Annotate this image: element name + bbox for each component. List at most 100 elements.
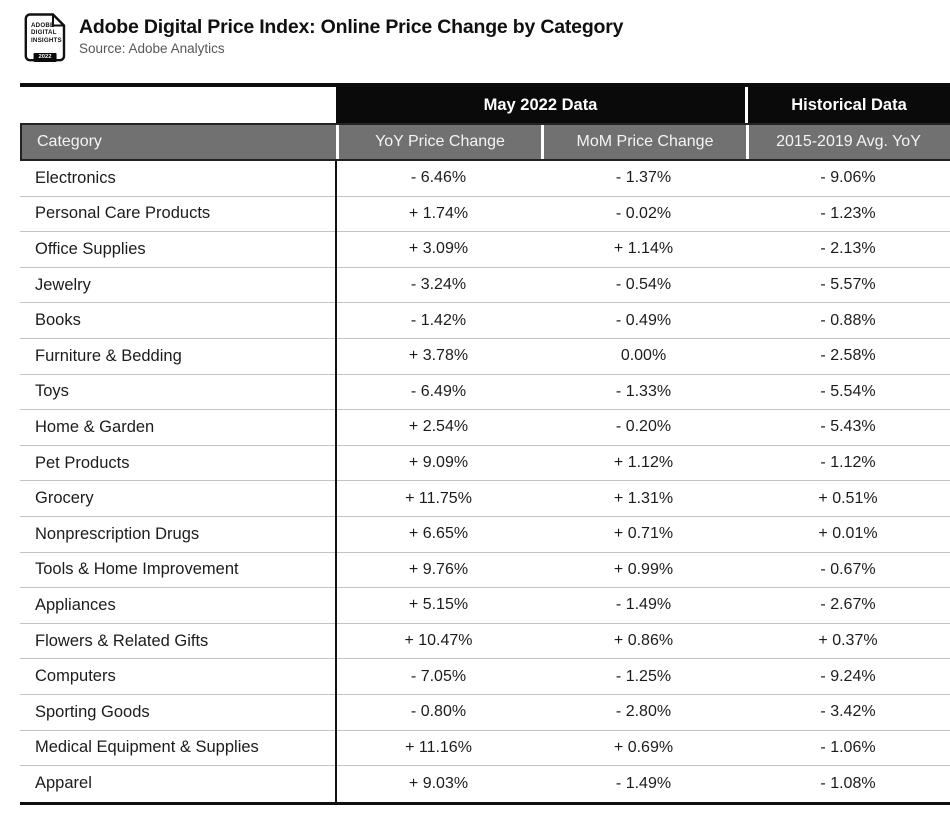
table-row: Toys - 6.49% - 1.33% - 5.54%	[20, 374, 950, 411]
yoy-cell: - 7.05%	[410, 667, 467, 685]
category-cell: Sporting Goods	[35, 702, 150, 721]
hist-cell: - 2.13%	[820, 240, 876, 258]
category-cell: Electronics	[35, 168, 116, 187]
hist-cell: - 3.42%	[820, 703, 876, 721]
table-row: Appliances + 5.15% - 1.49% - 2.67%	[20, 588, 950, 624]
mom-cell: - 0.49%	[615, 311, 672, 329]
table-row: Apparel + 9.03% - 1.49% - 1.08%	[20, 766, 950, 802]
table-row: Furniture & Bedding + 3.78% 0.00% - 2.58%	[20, 338, 950, 375]
table-row: Home & Garden + 2.54% - 0.20% - 5.43%	[20, 410, 950, 446]
hist-cell: - 1.23%	[820, 204, 876, 222]
category-cell: Grocery	[35, 489, 94, 508]
price-change-table: May 2022 Data Historical Data Category Y…	[20, 83, 950, 805]
hist-cell: - 1.12%	[820, 454, 876, 472]
yoy-cell: + 5.15%	[408, 596, 469, 614]
yoy-cell: + 3.09%	[408, 240, 469, 258]
category-cell: Appliances	[35, 595, 116, 614]
group-header-spacer	[20, 87, 336, 123]
report-header: ADOBE DIGITAL INSIGHTS 2022 Adobe Digita…	[24, 13, 623, 62]
table-row: Office Supplies + 3.09% + 1.14% - 2.13%	[20, 232, 950, 268]
column-header-row: Category YoY Price Change MoM Price Chan…	[20, 123, 950, 161]
mom-cell: - 0.02%	[615, 204, 672, 222]
hist-cell: - 0.88%	[820, 311, 876, 329]
mom-cell: + 1.31%	[613, 489, 674, 507]
hist-cell: - 1.08%	[820, 774, 876, 792]
hist-cell: - 9.06%	[820, 169, 876, 187]
mom-cell: - 2.80%	[615, 703, 672, 721]
page-title: Adobe Digital Price Index: Online Price …	[79, 16, 624, 38]
category-cell: Pet Products	[35, 453, 130, 472]
yoy-cell: - 1.42%	[410, 311, 467, 329]
mom-cell: + 0.69%	[613, 738, 674, 756]
category-cell: Books	[35, 311, 81, 330]
table-row: Electronics - 6.46% - 1.37% - 9.06%	[20, 161, 950, 197]
yoy-cell: + 2.54%	[408, 418, 469, 436]
logo-text: ADOBE DIGITAL INSIGHTS	[31, 22, 62, 44]
table-body: Electronics - 6.46% - 1.37% - 9.06% Personal…	[20, 161, 950, 805]
mom-cell: - 1.33%	[615, 382, 672, 400]
yoy-cell: + 3.78%	[408, 347, 469, 365]
category-cell: Furniture & Bedding	[35, 346, 182, 365]
category-cell: Toys	[35, 382, 69, 401]
yoy-cell: + 10.47%	[404, 632, 473, 650]
yoy-cell: - 6.49%	[410, 382, 467, 400]
table-row: Computers - 7.05% - 1.25% - 9.24%	[20, 659, 950, 695]
mom-cell: - 1.49%	[615, 596, 672, 614]
hist-cell: - 2.58%	[820, 347, 876, 365]
hist-cell: + 0.37%	[818, 632, 878, 650]
document-badge-icon	[24, 13, 66, 62]
table-row: Tools & Home Improvement + 9.76% + 0.99% - …	[20, 552, 950, 589]
group-header-row: May 2022 Data Historical Data	[20, 87, 950, 123]
hist-cell: - 0.67%	[820, 560, 876, 578]
yoy-cell: + 1.74%	[408, 204, 469, 222]
yoy-cell: - 6.46%	[410, 169, 467, 187]
logo-line-2: DIGITAL	[31, 29, 57, 37]
table-row: Grocery + 11.75% + 1.31% + 0.51%	[20, 481, 950, 517]
category-cell: Flowers & Related Gifts	[35, 631, 209, 650]
hist-cell: + 0.01%	[818, 525, 878, 543]
hist-cell: - 1.06%	[820, 738, 876, 756]
group-header-may-2022: May 2022 Data	[336, 87, 748, 123]
source-label: Source: Adobe Analytics	[79, 41, 225, 57]
table-row: Sporting Goods - 0.80% - 2.80% - 3.42%	[20, 694, 950, 731]
hist-cell: - 9.24%	[820, 667, 876, 685]
yoy-cell: - 3.24%	[410, 276, 467, 294]
logo-line-1: ADOBE	[31, 22, 55, 29]
column-header-category: Category	[37, 133, 102, 150]
category-cell: Tools & Home Improvement	[35, 560, 239, 579]
table-row: Jewelry - 3.24% - 0.54% - 5.57%	[20, 267, 950, 304]
hist-cell: - 5.57%	[820, 276, 876, 294]
hist-cell: + 0.51%	[818, 489, 878, 507]
logo-line-3: INSIGHTS	[31, 36, 62, 44]
yoy-cell: + 6.65%	[408, 525, 469, 543]
mom-cell: + 1.12%	[613, 454, 674, 472]
category-cell: Personal Care Products	[35, 204, 211, 223]
category-cell: Home & Garden	[35, 417, 155, 436]
yoy-cell: + 9.76%	[408, 560, 469, 578]
column-header-historical-avg: 2015-2019 Avg. YoY	[746, 125, 948, 159]
yoy-cell: + 9.03%	[408, 774, 469, 792]
yoy-cell: + 11.16%	[405, 738, 472, 756]
mom-cell: + 0.86%	[613, 632, 674, 650]
table-row: Pet Products + 9.09% + 1.12% - 1.12%	[20, 445, 950, 482]
group-header-historical: Historical Data	[748, 87, 950, 123]
yoy-cell: + 11.75%	[405, 489, 472, 507]
table-row: Flowers & Related Gifts + 10.47% + 0.86% + …	[20, 623, 950, 660]
yoy-cell: - 0.80%	[410, 703, 467, 721]
column-header-mom: MoM Price Change	[541, 125, 746, 159]
category-cell: Office Supplies	[35, 239, 146, 258]
hist-cell: - 5.43%	[820, 418, 876, 436]
mom-cell: + 0.99%	[613, 560, 674, 578]
column-header-yoy: YoY Price Change	[336, 125, 541, 159]
category-cell: Computers	[35, 667, 116, 686]
mom-cell: - 1.25%	[615, 667, 672, 685]
mom-cell: - 1.49%	[615, 774, 672, 792]
category-cell: Nonprescription Drugs	[35, 524, 200, 543]
mom-cell: - 0.20%	[615, 418, 672, 436]
category-cell: Medical Equipment & Supplies	[35, 738, 259, 757]
category-cell: Jewelry	[35, 275, 91, 294]
mom-cell: - 1.37%	[615, 169, 672, 187]
adobe-digital-insights-logo: ADOBE DIGITAL INSIGHTS 2022	[24, 13, 66, 62]
yoy-cell: + 9.09%	[408, 454, 469, 472]
